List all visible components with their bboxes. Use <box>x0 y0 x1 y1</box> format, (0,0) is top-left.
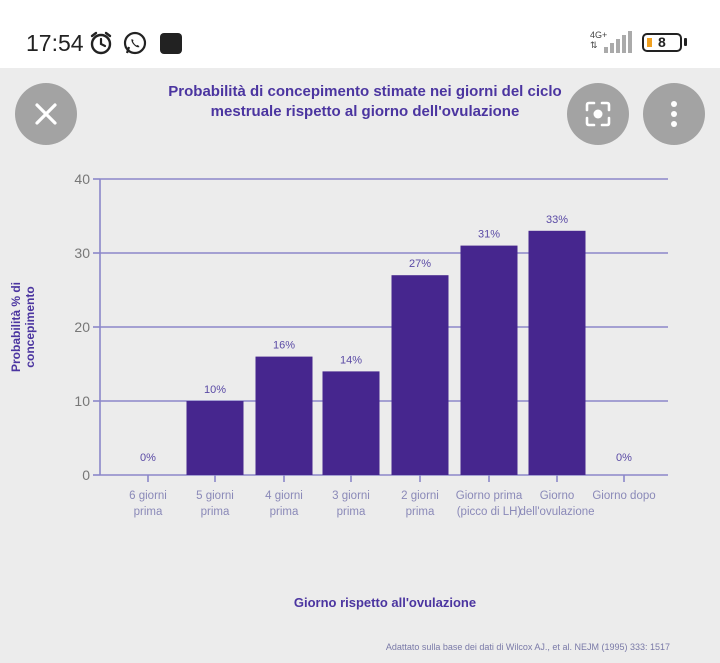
bar <box>460 245 518 475</box>
x-tick-label: 5 giorni <box>196 490 234 502</box>
x-tick-label: Giorno dopo <box>592 490 655 502</box>
data-label: 27% <box>409 258 431 270</box>
image-viewer: Probabilità di concepimento stimate nei … <box>0 68 720 663</box>
whatsapp-icon <box>123 31 147 55</box>
x-tick-label: (picco di LH) <box>457 506 522 518</box>
x-tick-label: prima <box>270 506 299 518</box>
data-label: 33% <box>546 214 568 226</box>
lens-search-icon <box>585 101 611 127</box>
chart-title-line-2: mestruale rispetto al giorno dell'ovulaz… <box>210 103 520 120</box>
close-button[interactable] <box>15 83 77 145</box>
x-tick-label: 2 giorni <box>401 490 439 502</box>
lens-search-button[interactable] <box>567 83 629 145</box>
data-label: 0% <box>140 452 156 464</box>
y-tick-label: 10 <box>74 393 90 409</box>
x-tick-label: Giorno prima <box>456 490 523 502</box>
battery-level: 8 <box>658 34 666 50</box>
x-tick-label: 6 giorni <box>129 490 167 502</box>
chart-figure: Probabilità di concepimento stimate nei … <box>0 68 720 663</box>
data-label: 31% <box>478 229 500 241</box>
chart-title: Probabilità di concepimento stimate nei … <box>100 82 630 122</box>
bar <box>391 275 449 475</box>
bar <box>322 371 380 475</box>
x-tick-label: dell'ovulazione <box>519 506 594 518</box>
data-label: 14% <box>340 354 362 366</box>
status-bar: 17:54 4G+ ⇅ 8 <box>0 0 720 68</box>
signal-icon <box>604 31 632 53</box>
notification-square-icon <box>160 33 182 54</box>
x-tick-label: prima <box>406 506 435 518</box>
close-icon <box>35 103 57 125</box>
x-tick-label: 4 giorni <box>265 490 303 502</box>
data-label: 16% <box>273 340 295 352</box>
y-tick-label: 0 <box>82 467 90 483</box>
data-label: 0% <box>616 452 632 464</box>
x-tick-label: 3 giorni <box>332 490 370 502</box>
y-tick-label: 40 <box>74 171 90 187</box>
chart-source: Adattato sulla base dei dati di Wilcox A… <box>385 642 670 652</box>
x-tick-label: prima <box>134 506 163 518</box>
bar <box>255 356 313 475</box>
alarm-clock-icon <box>90 31 112 55</box>
more-vertical-icon <box>671 101 677 127</box>
battery-icon: 8 <box>642 33 682 52</box>
x-tick-label: prima <box>201 506 230 518</box>
bar-chart: 0 10 20 30 40 0% 6 giorni prima 10% 5 giorni prima… <box>74 171 668 518</box>
bar <box>186 401 244 475</box>
status-time: 17:54 <box>26 30 84 56</box>
chart-title-line-1: Probabilità di concepimento stimate nei … <box>168 83 562 100</box>
y-tick-label: 30 <box>74 245 90 261</box>
x-tick-label: Giorno <box>540 490 575 502</box>
x-tick-label: prima <box>337 506 366 518</box>
data-label: 10% <box>204 384 226 396</box>
more-options-button[interactable] <box>643 83 705 145</box>
network-type: 4G+ ⇅ <box>590 30 608 50</box>
bar <box>528 230 586 475</box>
x-axis-label: Giorno rispetto all'ovulazione <box>293 595 477 610</box>
y-tick-label: 20 <box>74 319 90 335</box>
